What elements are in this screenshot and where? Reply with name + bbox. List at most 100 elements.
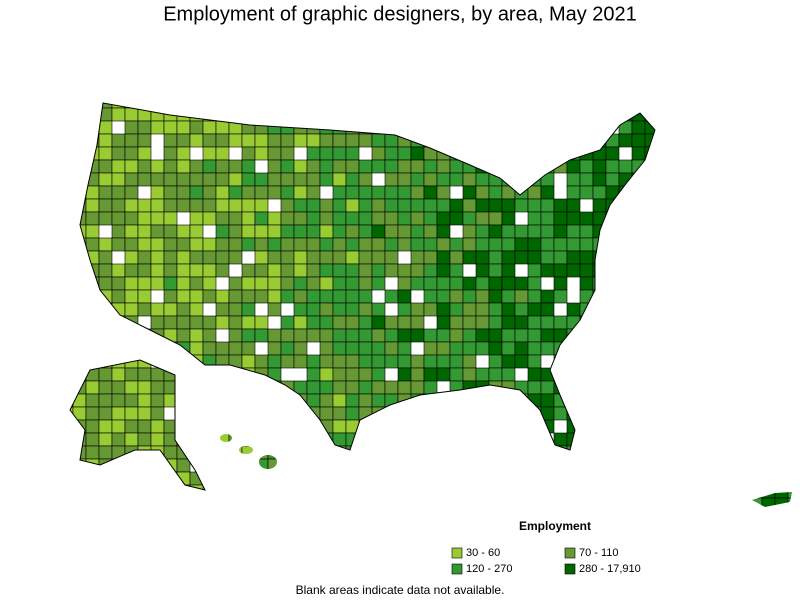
map-region <box>553 471 568 486</box>
map-region <box>410 354 425 369</box>
map-region <box>176 146 191 161</box>
map-region <box>462 250 477 265</box>
map-region <box>384 471 399 486</box>
map-region <box>176 406 191 421</box>
map-region <box>241 341 256 356</box>
map-region <box>644 354 659 369</box>
map-region <box>683 406 698 421</box>
map-region <box>254 263 269 278</box>
map-region <box>410 120 425 135</box>
map-region <box>384 458 399 473</box>
map-region <box>358 315 373 330</box>
map-region <box>85 484 100 499</box>
map-region <box>722 432 737 447</box>
map-region <box>293 484 308 499</box>
map-region <box>423 198 438 213</box>
map-region <box>748 328 763 343</box>
map-region <box>215 497 230 507</box>
map-region <box>748 211 763 226</box>
map-region <box>722 484 737 499</box>
map-region <box>319 211 334 226</box>
map-region <box>748 315 763 330</box>
map-region <box>332 276 347 291</box>
map-region <box>137 120 152 135</box>
map-region <box>319 263 334 278</box>
map-region <box>657 393 672 408</box>
map-region <box>371 380 386 395</box>
map-region <box>566 146 581 161</box>
map-region <box>657 380 672 395</box>
map-region <box>228 198 243 213</box>
map-region <box>176 393 191 408</box>
map-region <box>787 484 792 499</box>
map-region <box>501 263 516 278</box>
map-region <box>774 224 789 239</box>
map-region <box>150 432 165 447</box>
map-region <box>514 146 529 161</box>
map-region <box>423 289 438 304</box>
map-region <box>319 471 334 486</box>
map-region <box>293 159 308 174</box>
map-region <box>670 211 685 226</box>
map-region <box>592 328 607 343</box>
map-region <box>267 276 282 291</box>
map-region <box>657 471 672 486</box>
map-region <box>501 146 516 161</box>
map-region <box>501 172 516 187</box>
map-region <box>462 341 477 356</box>
map-region <box>449 341 464 356</box>
map-region <box>475 445 490 460</box>
map-region <box>449 146 464 161</box>
map-region <box>202 198 217 213</box>
map-region <box>657 276 672 291</box>
map-region <box>254 103 269 109</box>
map-region <box>319 276 334 291</box>
map-region <box>241 328 256 343</box>
map-region <box>644 237 659 252</box>
map-region <box>553 103 568 109</box>
map-region <box>670 445 685 460</box>
map-region <box>98 497 113 507</box>
map-region <box>618 497 633 507</box>
map-region <box>202 250 217 265</box>
map-region <box>280 289 295 304</box>
map-region <box>748 484 763 499</box>
map-region <box>722 315 737 330</box>
map-region <box>371 315 386 330</box>
map-region <box>306 315 321 330</box>
map-region <box>241 103 256 109</box>
map-region <box>527 354 542 369</box>
map-region <box>527 159 542 174</box>
map-region <box>111 419 126 434</box>
map-region <box>540 250 555 265</box>
map-region <box>72 211 87 226</box>
map-region <box>553 211 568 226</box>
map-region <box>189 211 204 226</box>
map-region <box>137 393 152 408</box>
map-region <box>85 328 100 343</box>
map-region <box>579 315 594 330</box>
map-region <box>488 107 503 122</box>
map-region <box>384 120 399 135</box>
map-region <box>306 276 321 291</box>
map-region <box>696 159 711 174</box>
map-region <box>280 497 295 507</box>
map-region <box>748 341 763 356</box>
map-region <box>384 133 399 148</box>
map-region <box>423 250 438 265</box>
map-region <box>215 120 230 135</box>
map-region <box>774 185 789 200</box>
map-region <box>85 146 100 161</box>
map-region <box>657 302 672 317</box>
map-region <box>241 289 256 304</box>
map-region <box>644 328 659 343</box>
map-region <box>345 185 360 200</box>
map-region <box>293 445 308 460</box>
map-region <box>371 341 386 356</box>
map-region <box>137 250 152 265</box>
map-region <box>462 133 477 148</box>
map-region <box>761 198 776 213</box>
map-region <box>85 315 100 330</box>
map-region <box>70 159 74 174</box>
map-region <box>774 211 789 226</box>
